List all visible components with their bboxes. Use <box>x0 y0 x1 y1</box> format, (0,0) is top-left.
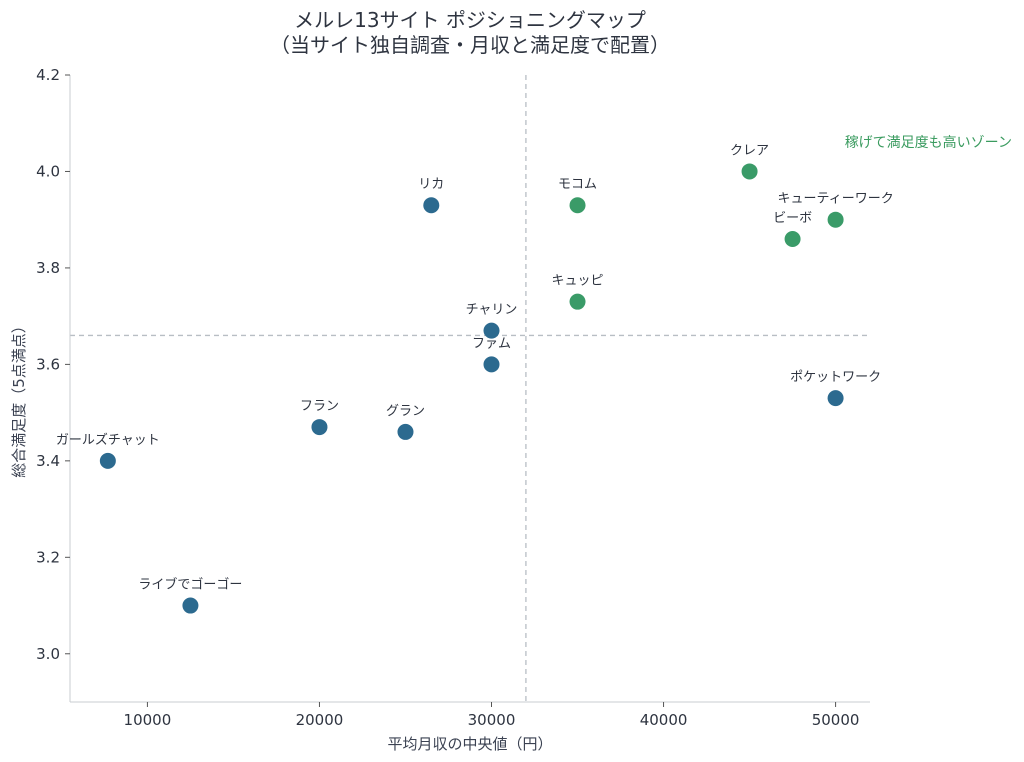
data-point <box>423 197 440 214</box>
chart-subtitle: （当サイト独自調査・月収と満足度で配置） <box>270 33 670 57</box>
point-label: チャリン <box>466 303 518 318</box>
reference-lines <box>70 75 870 702</box>
point-label: ガールズチャット <box>56 432 160 448</box>
data-point <box>569 197 586 214</box>
y-tick-label: 3.8 <box>36 259 60 277</box>
data-point <box>182 597 199 614</box>
point-label: ライブでゴーゴー <box>138 577 242 593</box>
y-tick-label: 3.2 <box>36 548 60 566</box>
data-point <box>397 423 414 440</box>
data-point <box>483 322 500 339</box>
point-label: クレア <box>730 143 769 158</box>
y-tick-label: 3.4 <box>36 452 60 470</box>
x-tick-label: 40000 <box>640 711 688 729</box>
data-point <box>311 419 328 436</box>
x-axis-label: 平均月収の中央値（円） <box>387 735 552 753</box>
data-point <box>784 230 801 247</box>
data-point <box>483 356 500 373</box>
y-tick-label: 3.0 <box>36 645 60 663</box>
point-label: フラン <box>300 399 339 414</box>
data-point <box>827 390 844 407</box>
point-label: モコム <box>558 177 597 192</box>
point-label: グラン <box>386 404 425 419</box>
point-label: ビーボ <box>773 211 812 226</box>
chart-title: メルレ13サイト ポジショニングマップ <box>294 8 646 32</box>
data-point <box>741 163 758 180</box>
x-tick-label: 30000 <box>468 711 516 729</box>
x-tick-label: 50000 <box>812 711 860 729</box>
high-zone-annotation: 稼げて満足度も高いゾーン <box>845 134 1012 151</box>
point-label: キュッピ <box>552 274 604 289</box>
point-label: リカ <box>418 177 444 192</box>
x-tick-label: 20000 <box>296 711 344 729</box>
y-tick-label: 4.0 <box>36 162 60 180</box>
y-tick-label: 4.2 <box>36 66 60 84</box>
data-point <box>827 211 844 228</box>
point-label: ファム <box>472 336 511 351</box>
y-axis-label: 総合満足度（5点満点） <box>10 318 28 478</box>
x-tick-label: 10000 <box>124 711 172 729</box>
data-point <box>99 452 116 469</box>
y-tick-label: 3.6 <box>36 355 60 373</box>
point-label: キューティーワーク <box>777 192 893 207</box>
x-axis-ticks: 10000 20000 30000 40000 50000 <box>124 702 860 729</box>
y-axis-ticks: 3.0 3.2 3.4 3.6 3.8 4.0 4.2 <box>36 66 70 663</box>
data-point <box>569 293 586 310</box>
point-label: ポケットワーク <box>790 370 881 385</box>
